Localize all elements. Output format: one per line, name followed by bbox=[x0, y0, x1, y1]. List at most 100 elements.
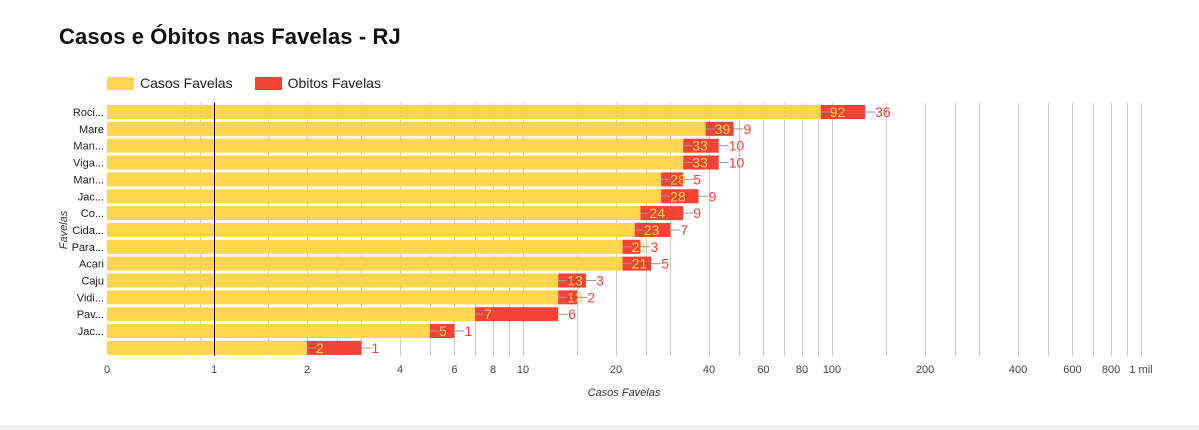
x-tick-label: 100 bbox=[823, 364, 841, 376]
x-tick-label: 2 bbox=[304, 364, 310, 376]
data-label-obitos: 1 bbox=[371, 340, 379, 356]
data-label-casos: 5 bbox=[439, 323, 447, 339]
bars bbox=[107, 105, 866, 355]
chart-title: Casos e Óbitos nas Favelas - RJ bbox=[59, 24, 401, 49]
data-label-obitos: 10 bbox=[729, 138, 745, 154]
data-label-obitos: 6 bbox=[568, 306, 576, 322]
x-tick-label: 200 bbox=[916, 364, 934, 376]
data-label-casos: 2 bbox=[316, 340, 324, 356]
data-label-obitos: 9 bbox=[744, 121, 752, 137]
x-tick-label: 80 bbox=[796, 364, 808, 376]
bar-casos bbox=[107, 121, 706, 136]
category-label: Para... bbox=[72, 242, 104, 254]
data-label-obitos: 7 bbox=[680, 222, 688, 238]
bar-obitos bbox=[634, 222, 671, 237]
x-tick-label: 60 bbox=[757, 364, 769, 376]
data-label-casos: 13 bbox=[567, 289, 583, 305]
data-label-obitos: 2 bbox=[587, 289, 595, 305]
bar-obitos bbox=[558, 290, 578, 305]
bar-obitos bbox=[429, 324, 455, 339]
bar-casos bbox=[107, 105, 821, 119]
x-tick-label: 10 bbox=[517, 364, 529, 376]
data-label-casos: 28 bbox=[670, 188, 686, 204]
category-label: Jac... bbox=[78, 191, 104, 203]
bar-obitos bbox=[661, 189, 699, 204]
category-label: Pav... bbox=[77, 309, 104, 321]
category-label: Co... bbox=[81, 208, 104, 220]
x-tick-label: 20 bbox=[610, 364, 622, 376]
bar-casos bbox=[107, 189, 662, 204]
bar-casos bbox=[107, 222, 635, 237]
category-labels: Roci... Mare Man... Viga... Man... Jac... Co..… bbox=[72, 107, 104, 338]
data-label-casos: 7 bbox=[484, 306, 492, 322]
bar-casos bbox=[107, 239, 623, 254]
bar-obitos bbox=[705, 121, 734, 136]
category-label: Mare bbox=[79, 124, 104, 136]
x-tick-label: 40 bbox=[703, 364, 715, 376]
bar-obitos bbox=[622, 256, 652, 271]
data-label-obitos: 3 bbox=[596, 273, 604, 289]
category-label: Vidi... bbox=[77, 292, 104, 304]
category-label: Cida... bbox=[72, 225, 104, 237]
bottom-band bbox=[0, 425, 1199, 430]
x-tick-labels: 0 1 2 4 6 8 10 20 40 60 80 100 200 400 600 800 1 mil bbox=[104, 364, 1153, 376]
category-label: Man... bbox=[73, 141, 104, 153]
data-label-casos: 23 bbox=[644, 222, 660, 238]
legend-item-obitos[interactable]: Obitos Favelas bbox=[254, 75, 381, 91]
x-tick-label: 600 bbox=[1063, 364, 1081, 376]
legend-item-casos[interactable]: Casos Favelas bbox=[107, 75, 233, 91]
legend-label-obitos: Obitos Favelas bbox=[287, 75, 381, 91]
data-label-casos: 24 bbox=[649, 205, 665, 221]
category-label: Viga... bbox=[73, 158, 104, 170]
data-label-casos: 21 bbox=[632, 256, 648, 272]
bar-casos bbox=[107, 172, 662, 187]
bar-casos bbox=[107, 155, 684, 170]
bar-obitos bbox=[558, 273, 587, 288]
bar-casos bbox=[107, 138, 684, 153]
data-label-obitos: 5 bbox=[693, 171, 701, 187]
bar-casos bbox=[107, 340, 308, 355]
bar-obitos bbox=[820, 105, 866, 119]
category-label: Jac... bbox=[78, 326, 104, 338]
bar-obitos bbox=[683, 155, 719, 170]
legend-swatch-casos bbox=[107, 76, 134, 90]
x-tick-label: 1 bbox=[211, 364, 217, 376]
x-tick-label: 800 bbox=[1102, 364, 1120, 376]
x-tick-label: 8 bbox=[490, 364, 496, 376]
data-label-casos: 28 bbox=[670, 171, 686, 187]
data-label-casos: 33 bbox=[692, 138, 708, 154]
bar-casos bbox=[107, 273, 559, 288]
data-label-obitos: 9 bbox=[693, 205, 701, 221]
category-label: Man... bbox=[73, 174, 104, 186]
data-label-obitos: 1 bbox=[464, 323, 472, 339]
data-label-obitos: 10 bbox=[729, 155, 745, 171]
bar-casos bbox=[107, 290, 559, 305]
x-tick-label: 6 bbox=[451, 364, 457, 376]
legend-swatch-obitos bbox=[254, 76, 282, 90]
data-label-casos: 39 bbox=[715, 121, 731, 137]
category-label: Roci... bbox=[73, 107, 104, 119]
x-tick-label: 4 bbox=[397, 364, 403, 376]
bar-casos bbox=[107, 324, 430, 339]
x-axis-title: Casos Favelas bbox=[588, 387, 661, 399]
data-label-obitos: 5 bbox=[661, 256, 669, 272]
bar-obitos bbox=[475, 307, 559, 322]
x-tick-label: 400 bbox=[1009, 364, 1027, 376]
bar-casos bbox=[107, 307, 476, 322]
category-label: Caju bbox=[81, 276, 104, 288]
x-tick-label: 1 mil bbox=[1129, 364, 1152, 376]
bar-obitos bbox=[683, 138, 719, 153]
data-label-casos: 13 bbox=[567, 273, 583, 289]
data-label-obitos: 36 bbox=[875, 104, 891, 120]
bar-casos bbox=[107, 256, 623, 271]
data-label-obitos: 9 bbox=[709, 188, 717, 204]
bar-obitos bbox=[640, 206, 684, 221]
data-label-casos: 33 bbox=[692, 155, 708, 171]
bar-obitos bbox=[661, 172, 684, 187]
category-label: Acari bbox=[79, 259, 104, 271]
data-label-casos: 92 bbox=[830, 104, 846, 120]
data-label-obitos: 3 bbox=[650, 239, 658, 255]
bar-obitos bbox=[307, 340, 362, 355]
